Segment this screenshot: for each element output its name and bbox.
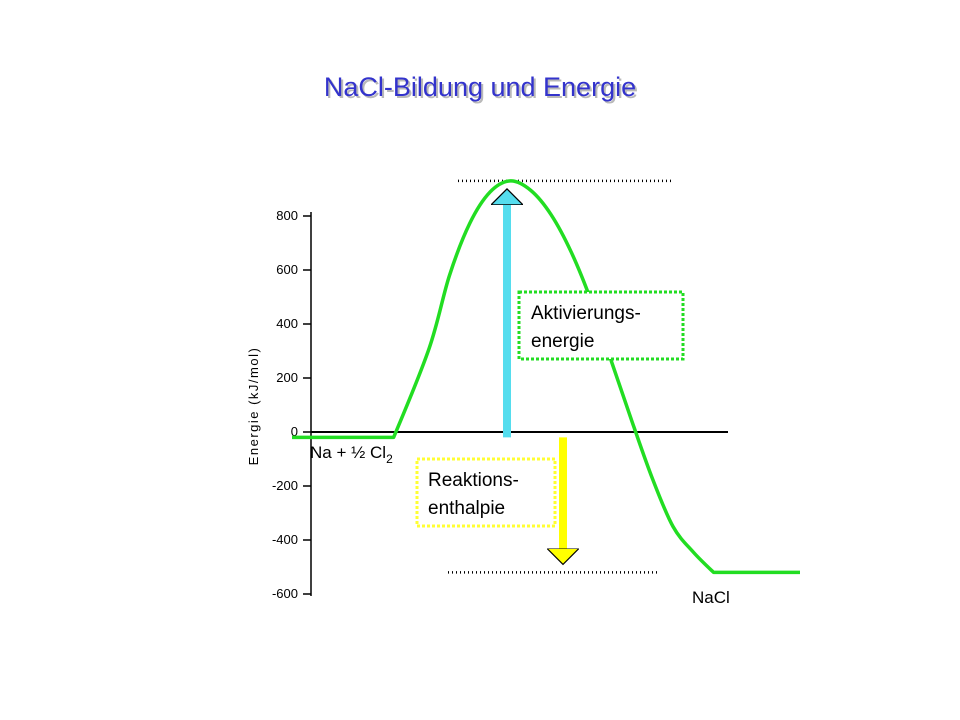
- activation-energy-label-line2: energie: [531, 331, 594, 352]
- product-label: NaCl: [692, 588, 730, 607]
- slide-title: NaCl-Bildung und Energie: [323, 72, 637, 102]
- reaction-enthalpy-label-line2: enthalpie: [428, 498, 505, 519]
- reactants-label-subscript: 2: [386, 452, 393, 466]
- y-tick-label: 400: [276, 316, 298, 331]
- activation-energy-box: Aktivierungs- energie: [517, 290, 685, 361]
- y-tick-label: -200: [272, 478, 298, 493]
- y-axis-title: Energie (kJ/mol): [246, 347, 261, 466]
- reaction-enthalpy-label-line1: Reaktions-: [428, 470, 519, 491]
- activation-energy-box-frame: [517, 290, 685, 361]
- y-tick-label: -600: [272, 586, 298, 601]
- y-tick-label: 600: [276, 262, 298, 277]
- y-tick-label: 200: [276, 370, 298, 385]
- reaction-enthalpy-box-frame: [415, 457, 557, 528]
- reactants-label-main: Na + ½ Cl: [310, 443, 386, 462]
- reaction-enthalpy-box: Reaktions- enthalpie: [415, 457, 557, 528]
- energy-curve: [292, 179, 801, 575]
- y-tick-label: 0: [291, 424, 298, 439]
- y-tick-label: -400: [272, 532, 298, 547]
- y-ticks: 800 600 400 200 0 -200 -400 -600: [272, 208, 311, 601]
- activation-energy-label-line1: Aktivierungs-: [531, 303, 641, 324]
- y-tick-label: 800: [276, 208, 298, 223]
- reactants-label: Na + ½ Cl2: [310, 443, 393, 466]
